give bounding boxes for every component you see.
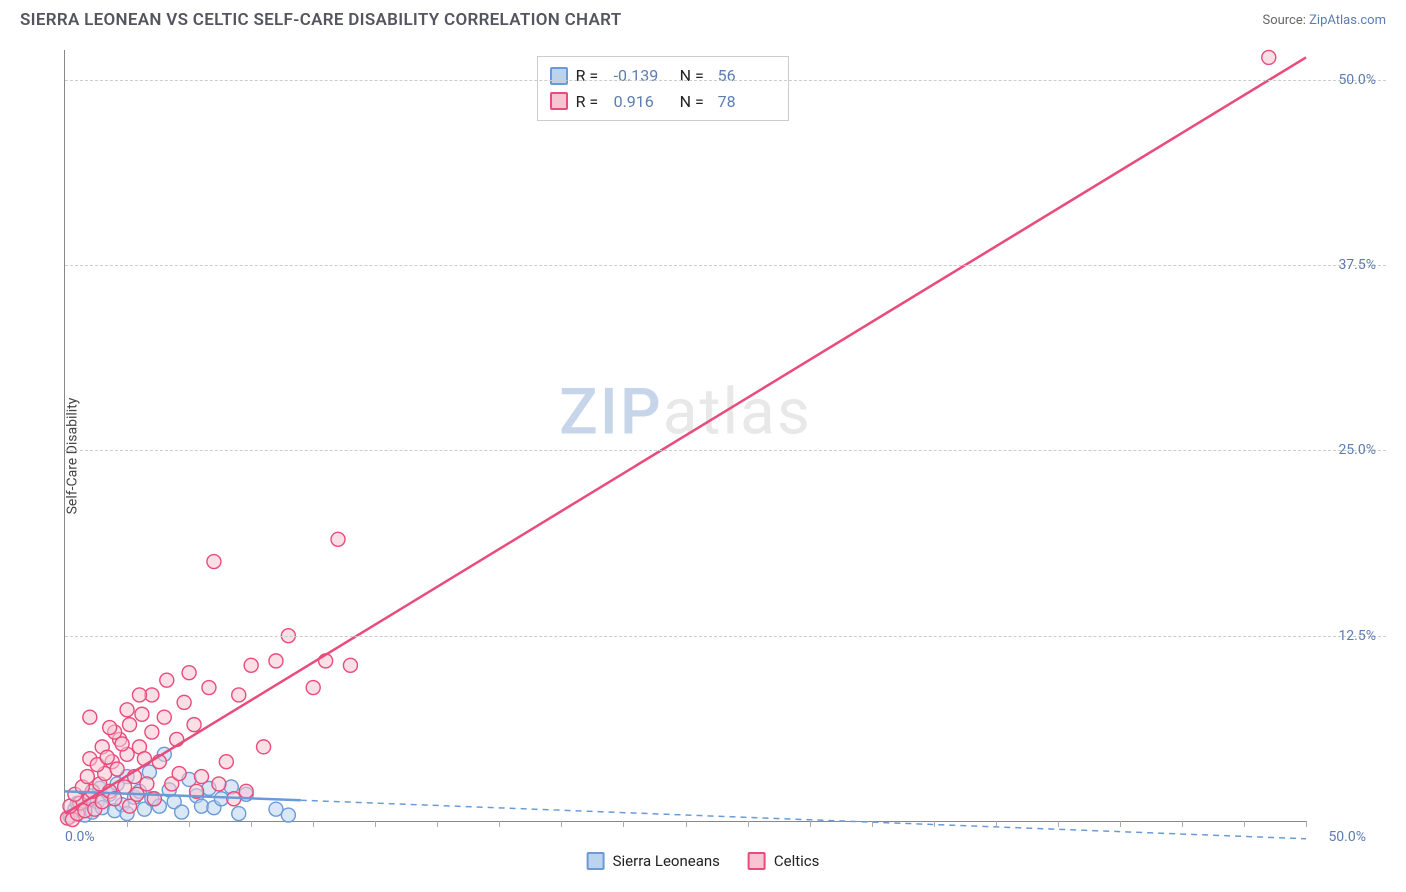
source-label: Source: [1262,13,1309,28]
gridline-h [65,80,1386,81]
x-tickmark [1120,821,1121,827]
x-tickmark [934,821,935,827]
data-point [103,721,117,735]
y-tick-label: 50.0% [1338,72,1376,88]
data-point [202,681,216,695]
y-tick-label: 25.0% [1338,442,1376,458]
data-point [123,718,137,732]
x-tickmark [313,821,314,827]
plot-svg [65,50,1306,821]
data-point [244,658,258,672]
data-point [145,725,159,739]
x-tickmark [189,821,190,827]
data-point [195,770,209,784]
x-tickmark [561,821,562,827]
data-point [343,658,357,672]
gridline-h [65,636,1386,637]
source-attribution: Source: ZipAtlas.com [1262,13,1386,28]
x-tickmark [996,821,997,827]
data-point [182,666,196,680]
data-point [232,807,246,821]
x-tick-min: 0.0% [65,829,95,845]
data-point [177,695,191,709]
gridline-h [65,450,1386,451]
x-tickmark [1182,821,1183,827]
data-point [175,805,189,819]
legend-label-1: Sierra Leoneans [613,852,720,870]
x-tickmark [1244,821,1245,827]
data-point [212,777,226,791]
data-point [232,688,246,702]
legend-swatch-1 [587,852,605,870]
data-point [132,688,146,702]
x-tick-max: 50.0% [1328,829,1366,845]
trend-line [65,57,1306,813]
data-point [83,710,97,724]
chart-title: SIERRA LEONEAN VS CELTIC SELF-CARE DISAB… [20,10,622,30]
source-link[interactable]: ZipAtlas.com [1309,13,1386,28]
trend-line [301,800,1306,839]
data-point [269,654,283,668]
data-point [187,718,201,732]
data-point [80,770,94,784]
x-tickmark [623,821,624,827]
data-point [100,750,114,764]
y-tick-label: 12.5% [1338,628,1376,644]
x-tickmark [499,821,500,827]
data-point [172,767,186,781]
data-point [1262,50,1276,64]
data-point [331,532,345,546]
data-point [219,755,233,769]
gridline-h [65,265,1386,266]
x-tickmark [686,821,687,827]
data-point [239,784,253,798]
legend-item-1: Sierra Leoneans [587,852,720,870]
legend-item-2: Celtics [748,852,820,870]
x-tickmark [1058,821,1059,827]
x-tickmark [748,821,749,827]
x-tickmark [810,821,811,827]
x-tickmark [375,821,376,827]
data-point [281,808,295,822]
data-point [306,681,320,695]
legend-label-2: Celtics [774,852,820,870]
data-point [207,555,221,569]
chart-container: Self-Care Disability ZIPatlas R = -0.139… [20,40,1386,872]
series-legend: Sierra Leoneans Celtics [587,852,820,870]
plot-area: ZIPatlas R = -0.139 N = 56 R = 0.916 N =… [64,50,1306,822]
data-point [157,710,171,724]
data-point [120,703,134,717]
x-tickmark [437,821,438,827]
x-tickmark [127,821,128,827]
data-point [257,740,271,754]
data-point [160,673,174,687]
legend-swatch-2 [748,852,766,870]
x-tickmark [251,821,252,827]
x-tickmark [1306,821,1307,827]
data-point [110,762,124,776]
data-point [135,707,149,721]
y-tick-label: 37.5% [1338,257,1376,273]
data-point [115,737,129,751]
x-tickmark [872,821,873,827]
